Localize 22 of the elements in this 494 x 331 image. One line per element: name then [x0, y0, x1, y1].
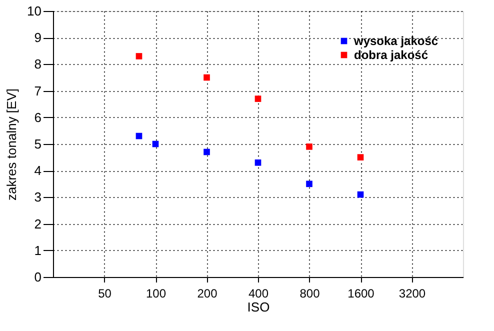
- y-tick-label: 2: [34, 216, 42, 232]
- y-tick-label: 10: [27, 4, 42, 18]
- x-tick-label: 3200: [398, 286, 426, 300]
- y-tick-label: 5: [34, 136, 42, 152]
- x-tick-label: 400: [248, 286, 269, 300]
- legend-label: wysoka jakość: [353, 34, 438, 48]
- y-tick-label: 6: [34, 110, 42, 125]
- y-axis-title: zakres tonalny [EV]: [4, 88, 20, 200]
- x-axis-title: ISO: [247, 300, 270, 314]
- y-tick-label: 3: [34, 190, 42, 205]
- y-tick-label: 0: [34, 270, 42, 284]
- x-tick-label: 200: [197, 286, 218, 300]
- y-tick-label: 4: [34, 163, 42, 178]
- y-tick-label: 1: [34, 242, 42, 258]
- x-tick-label: 50: [98, 286, 112, 300]
- legend-label: dobra jakość: [354, 48, 428, 62]
- x-tick-label: 100: [146, 286, 166, 300]
- y-tick-label: 8: [34, 56, 42, 72]
- y-tick-label: 9: [34, 30, 42, 46]
- y-tick-label: 7: [34, 83, 42, 98]
- x-tick-label: 1600: [348, 286, 375, 300]
- x-tick-label: 800: [300, 286, 320, 300]
